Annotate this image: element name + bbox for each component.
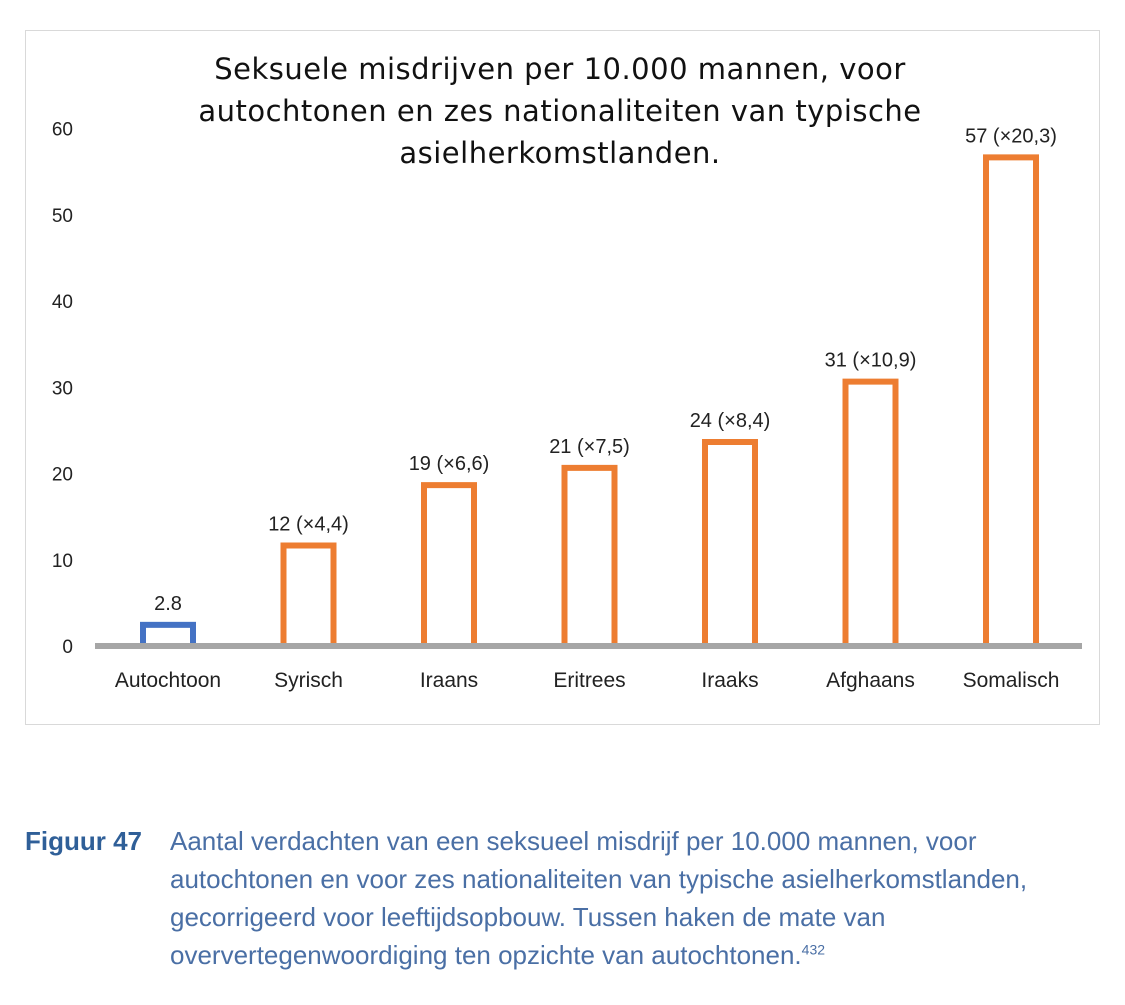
data-label-somalisch: 57 (×20,3)	[965, 125, 1057, 147]
x-category-label-somalisch: Somalisch	[963, 669, 1060, 692]
x-category-label-syrisch: Syrisch	[274, 669, 343, 692]
x-category-label-afghaans: Afghaans	[826, 669, 915, 692]
caption-footnote: 432	[801, 941, 826, 958]
x-category-label-autochtoon: Autochtoon	[115, 669, 221, 692]
x-category-label-eritrees: Eritrees	[553, 669, 625, 692]
data-label-autochtoon: 2.8	[154, 593, 182, 615]
data-label-syrisch: 12 (×4,4)	[268, 514, 349, 536]
y-tick-label-0: 0	[62, 637, 73, 658]
caption-text: Aantal verdachten van een seksueel misdr…	[170, 822, 1105, 974]
y-tick-label-30: 30	[52, 378, 73, 399]
bar-iraaks	[702, 439, 758, 649]
caption-label: Figuur 47	[25, 826, 143, 856]
x-category-label-iraaks: Iraaks	[701, 669, 758, 692]
caption-body: Aantal verdachten van een seksueel misdr…	[170, 826, 1028, 970]
chart-title: Seksuele misdrijven per 10.000 mannen, v…	[198, 52, 922, 170]
data-label-eritrees: 21 (×7,5)	[549, 436, 630, 458]
bar-eritrees	[561, 464, 618, 649]
bar-somalisch	[983, 154, 1039, 649]
bar-iraans	[421, 482, 477, 649]
y-tick-label-40: 40	[52, 292, 73, 313]
x-category-label-iraans: Iraans	[420, 669, 478, 692]
bar-autochtoon	[140, 621, 196, 649]
data-label-iraaks: 24 (×8,4)	[690, 410, 771, 432]
bar-syrisch	[280, 542, 337, 649]
data-label-iraans: 19 (×6,6)	[409, 453, 490, 475]
y-tick-label-20: 20	[52, 465, 73, 486]
y-tick-label-50: 50	[52, 206, 73, 227]
y-tick-label-60: 60	[52, 120, 73, 141]
y-tick-label-10: 10	[52, 551, 73, 572]
data-label-afghaans: 31 (×10,9)	[825, 350, 917, 372]
bar-afghaans	[842, 378, 899, 649]
